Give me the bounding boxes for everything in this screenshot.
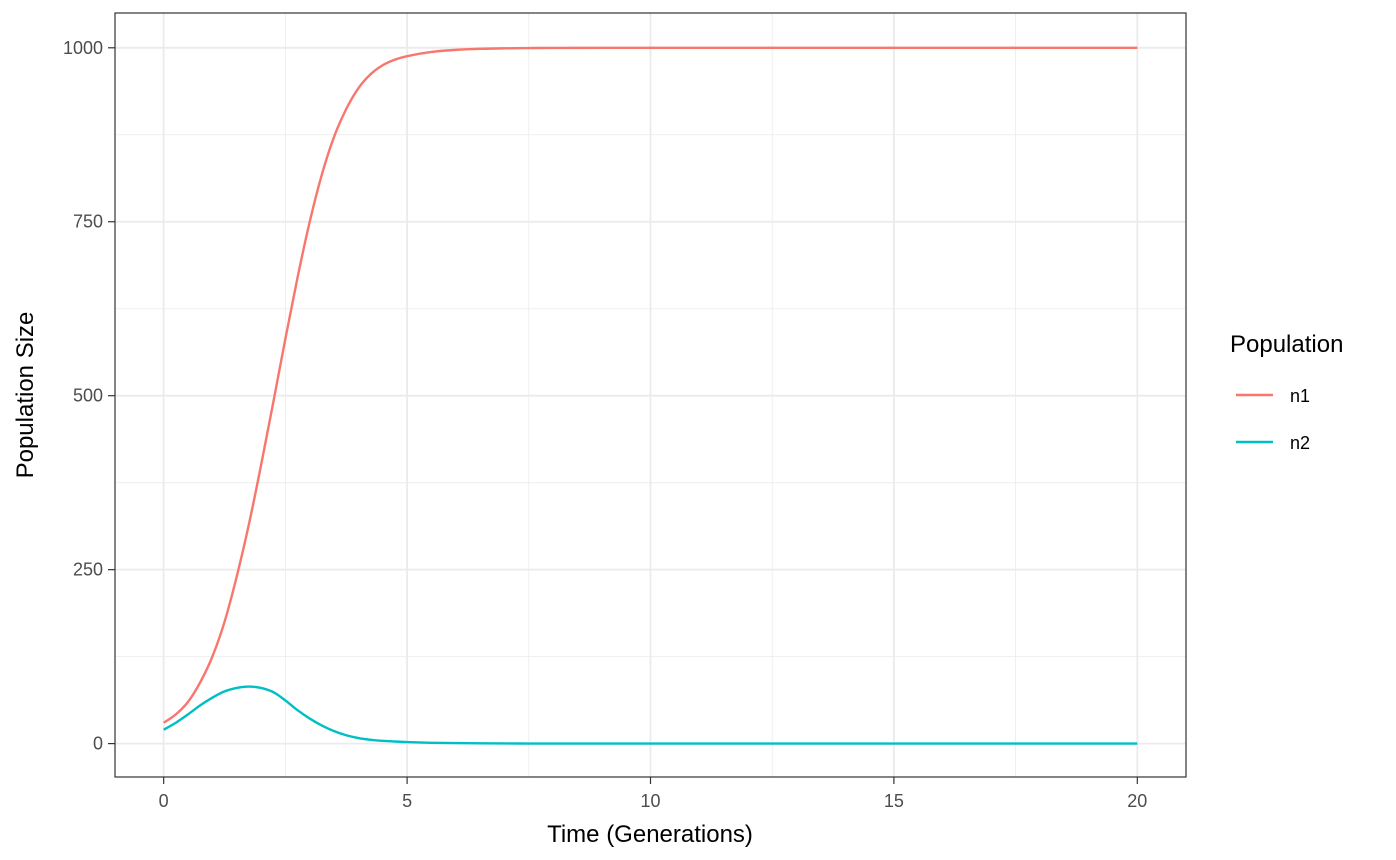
x-axis-title: Time (Generations)	[547, 821, 753, 848]
series-lines	[163, 46, 1138, 745]
series-line-n2	[163, 685, 1138, 745]
y-axis: 0 250 500 750 1000	[63, 38, 115, 754]
legend-label-n1: n1	[1290, 386, 1310, 406]
x-tick-label: 15	[884, 791, 904, 811]
y-tick-label: 1000	[63, 38, 103, 58]
x-tick-label: 5	[402, 791, 412, 811]
series-line-n1	[163, 46, 1138, 724]
x-tick-label: 20	[1127, 791, 1147, 811]
x-tick-label: 0	[159, 791, 169, 811]
legend-title: Population	[1230, 331, 1343, 358]
legend-label-n2: n2	[1290, 433, 1310, 453]
y-axis-title: Population Size	[12, 312, 39, 479]
x-axis: 0 5 10 15 20	[159, 777, 1147, 811]
y-tick-label: 250	[73, 560, 103, 580]
y-tick-label: 500	[73, 386, 103, 406]
y-tick-label: 0	[93, 734, 103, 754]
x-tick-label: 10	[640, 791, 660, 811]
legend: Population n1 n2	[1230, 331, 1343, 453]
y-tick-label: 750	[73, 212, 103, 232]
